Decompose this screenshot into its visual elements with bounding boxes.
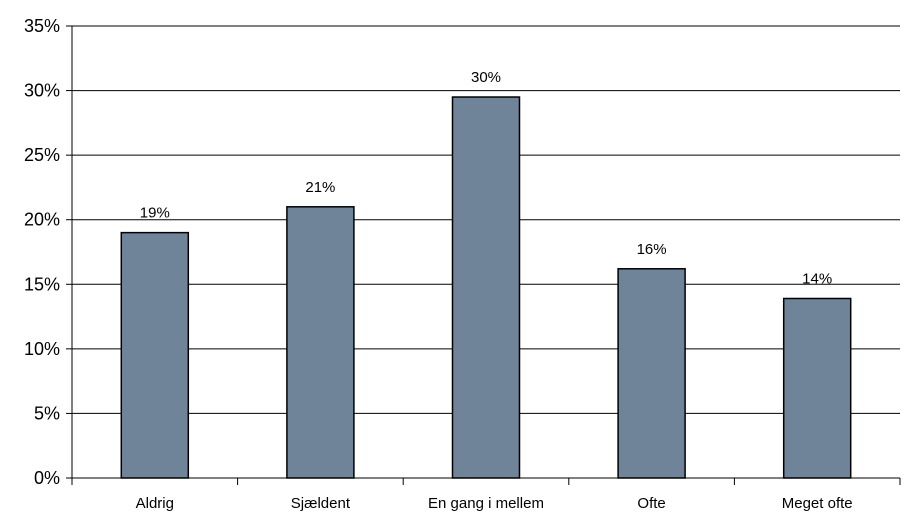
x-category-label: Meget ofte: [782, 495, 853, 512]
bars: 19% 21% 30% 16% 14%: [120, 69, 852, 479]
y-tick-label: 0%: [34, 468, 60, 488]
y-tick-label: 20%: [24, 210, 60, 230]
x-axis: Aldrig Sjældent En gang i mellem Ofte Meget …: [71, 477, 901, 512]
data-label: 21%: [305, 179, 335, 196]
y-tick-label: 15%: [24, 274, 60, 294]
data-label: 16%: [637, 241, 667, 258]
bar: [286, 206, 355, 479]
y-tick-label: 30%: [24, 81, 60, 101]
data-label: 14%: [802, 270, 832, 287]
bar: [782, 297, 852, 479]
x-category-label: Aldrig: [136, 495, 174, 512]
y-tick-label: 10%: [24, 339, 60, 359]
y-tick-label: 5%: [34, 403, 60, 423]
y-tick-label: 35%: [24, 16, 60, 36]
bar: [120, 231, 190, 479]
x-category-label: Sjældent: [291, 495, 351, 512]
x-category-label: En gang i mellem: [428, 495, 544, 512]
bar: [451, 96, 521, 479]
x-category-label: Ofte: [637, 495, 665, 512]
bar: [617, 268, 686, 479]
data-label: 19%: [140, 205, 170, 222]
data-label: 30%: [471, 69, 501, 86]
y-tick-label: 25%: [24, 145, 60, 165]
y-axis: 0% 5% 10% 15% 20% 25% 30% 35%: [24, 16, 73, 488]
